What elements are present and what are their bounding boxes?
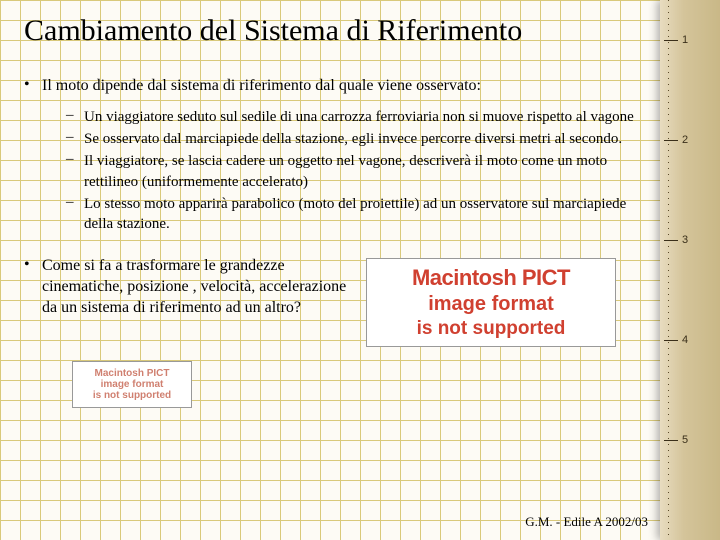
sub-bullet-text: Un viaggiatore seduto sul sedile di una … <box>84 107 634 127</box>
dash-icon: – <box>66 151 84 192</box>
dash-icon: – <box>66 107 84 127</box>
sub-bullet-text: Lo stesso moto apparirà parabolico (moto… <box>84 194 650 235</box>
sub-bullet: – Lo stesso moto apparirà parabolico (mo… <box>66 194 650 235</box>
pict-line: Macintosh PICT <box>377 265 605 291</box>
slide-content: Cambiamento del Sistema di Riferimento •… <box>0 0 720 408</box>
bullet-main-1: • Il moto dipende dal sistema di riferim… <box>24 76 650 97</box>
sub-bullet: – Il viaggiatore, se lascia cadere un og… <box>66 151 650 192</box>
dash-icon: – <box>66 194 84 235</box>
sub-bullet-text: Il viaggiatore, se lascia cadere un ogge… <box>84 151 650 192</box>
sub-bullet-text: Se osservato dal marciapiede della stazi… <box>84 129 622 149</box>
pict-placeholder-large: Macintosh PICT image format is not suppo… <box>366 258 616 347</box>
slide-footer: G.M. - Edile A 2002/03 <box>525 514 648 530</box>
second-row: • Come si fa a trasformare le grandezze … <box>24 256 650 347</box>
sub-bullet: – Se osservato dal marciapiede della sta… <box>66 129 650 149</box>
pict-line: Macintosh PICT <box>83 368 181 379</box>
pict-line: image format <box>377 293 605 316</box>
slide-title: Cambiamento del Sistema di Riferimento <box>24 14 650 48</box>
sub-bullet-list: – Un viaggiatore seduto sul sedile di un… <box>66 107 650 235</box>
bullet-icon: • <box>24 256 42 318</box>
pict-placeholder-small: Macintosh PICT image format is not suppo… <box>72 361 192 408</box>
pict-line: image format <box>83 379 181 390</box>
bullet-icon: • <box>24 76 42 97</box>
pict-line: is not supported <box>83 390 181 401</box>
dash-icon: – <box>66 129 84 149</box>
sub-bullet: – Un viaggiatore seduto sul sedile di un… <box>66 107 650 127</box>
pict-line: is not supported <box>377 318 605 340</box>
bullet-main-2: • Come si fa a trasformare le grandezze … <box>24 256 354 318</box>
ruler-num: 5 <box>682 434 688 446</box>
bullet-text: Come si fa a trasformare le grandezze ci… <box>42 256 354 318</box>
bullet-text: Il moto dipende dal sistema di riferimen… <box>42 76 481 97</box>
